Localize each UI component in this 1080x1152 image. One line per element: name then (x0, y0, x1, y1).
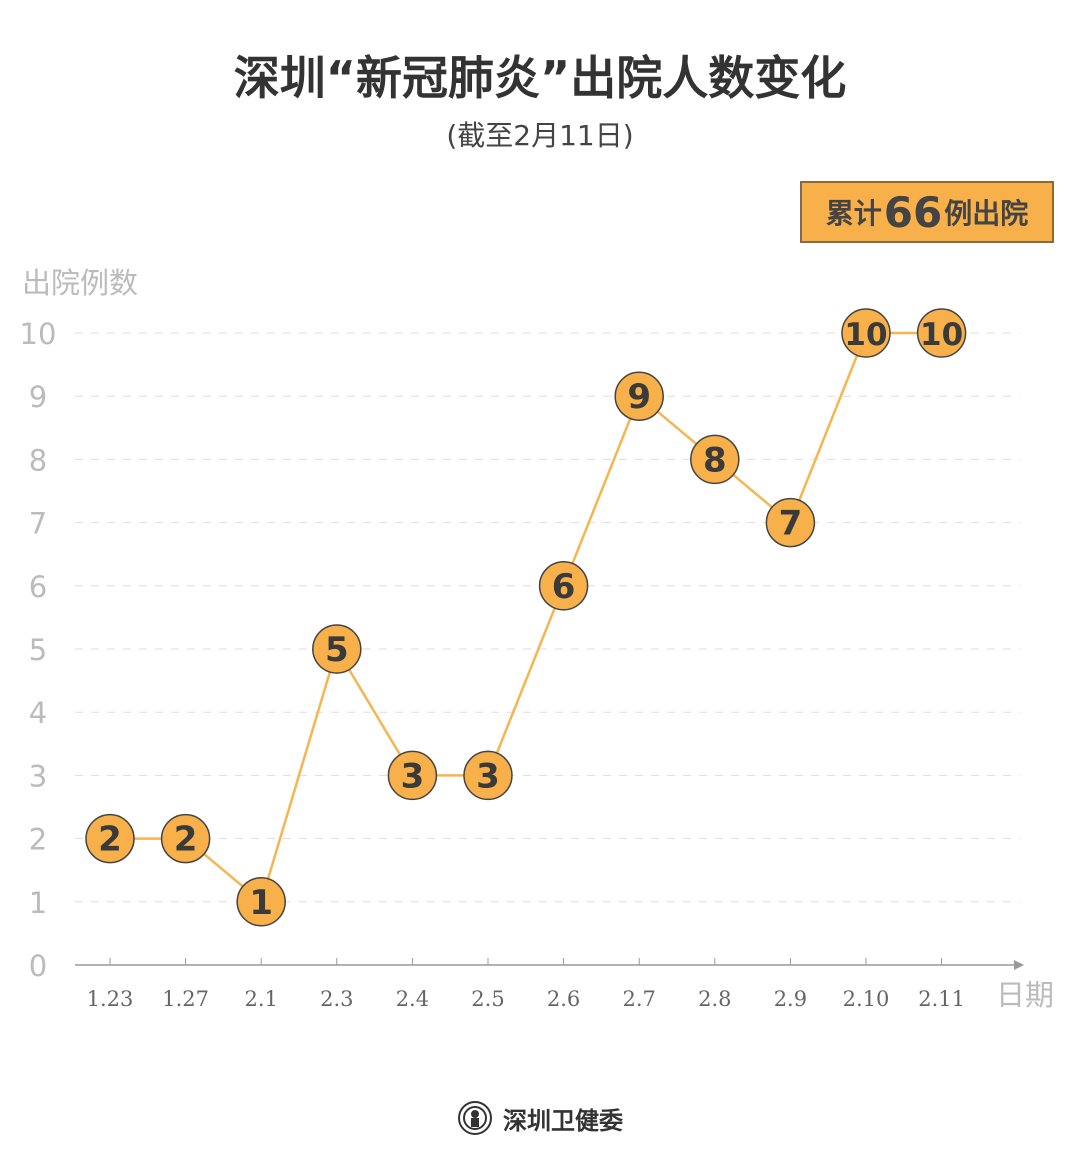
y-tick-label: 9 (29, 380, 47, 414)
data-point (765, 497, 816, 548)
series-line (110, 331, 942, 904)
y-tick-label: 5 (29, 633, 47, 667)
y-tick-label: 6 (29, 570, 47, 604)
badge-number: 66 (883, 187, 943, 237)
total-discharged-badge: 累计 66 例出院 (800, 181, 1054, 243)
y-tick-label: 1 (29, 886, 47, 920)
x-tick-label: 2.5 (471, 987, 504, 1011)
data-point (614, 371, 664, 421)
data-point (85, 813, 135, 864)
x-tick-label: 1.23 (87, 987, 134, 1011)
data-point (690, 434, 740, 485)
y-tick-label: 10 (20, 317, 57, 351)
x-tick-label: 2.9 (774, 987, 807, 1011)
data-label: 9 (627, 377, 651, 417)
data-label: 2 (174, 820, 198, 860)
badge-suffix: 例出院 (944, 197, 1029, 230)
x-axis-arrow-icon (1014, 960, 1024, 970)
x-tick-label: 2.3 (320, 987, 353, 1011)
source-name: 深圳卫健委 (503, 1106, 623, 1135)
x-tick-label: 2.8 (698, 987, 731, 1011)
data-label: 5 (325, 630, 349, 670)
x-tick-label: 2.1 (244, 987, 277, 1011)
x-tick-label: 2.10 (843, 987, 890, 1011)
x-tick-label: 2.4 (396, 987, 429, 1011)
chart-subtitle: (截至2月11日) (446, 119, 634, 152)
data-label: 10 (920, 317, 963, 353)
y-tick-label: 0 (29, 949, 47, 983)
data-point (236, 877, 286, 927)
data-label: 3 (476, 756, 500, 796)
y-axis-label: 出院例数 (22, 266, 138, 300)
data-label: 2 (98, 820, 122, 860)
data-label: 3 (401, 756, 425, 796)
data-label: 1 (249, 883, 273, 923)
x-tick-label: 2.11 (918, 987, 965, 1011)
chart-title: 深圳“新冠肺炎”出院人数变化 (233, 51, 847, 105)
y-tick-label: 3 (29, 759, 47, 793)
data-point (463, 750, 513, 801)
data-point (538, 561, 589, 611)
badge-prefix: 累计 (825, 197, 882, 230)
footer-source: 深圳卫健委 (0, 1100, 1080, 1136)
data-point (312, 624, 362, 674)
y-tick-label: 8 (29, 443, 47, 477)
data-point (916, 308, 967, 358)
data-label: 8 (703, 440, 727, 480)
data-point (841, 308, 891, 358)
y-tick-label: 2 (29, 823, 47, 857)
x-axis-label: 日期 (996, 978, 1054, 1012)
data-label: 6 (552, 567, 576, 607)
x-tick-label: 2.6 (547, 987, 580, 1011)
data-point (387, 750, 438, 801)
y-tick-label: 4 (29, 696, 47, 730)
emblem-logo-icon (458, 1101, 492, 1135)
data-label: 10 (844, 317, 887, 353)
data-label: 7 (779, 504, 803, 544)
data-point (160, 813, 211, 864)
x-tick-label: 1.27 (162, 987, 209, 1011)
x-tick-label: 2.7 (622, 987, 655, 1011)
y-tick-label: 7 (29, 507, 47, 541)
